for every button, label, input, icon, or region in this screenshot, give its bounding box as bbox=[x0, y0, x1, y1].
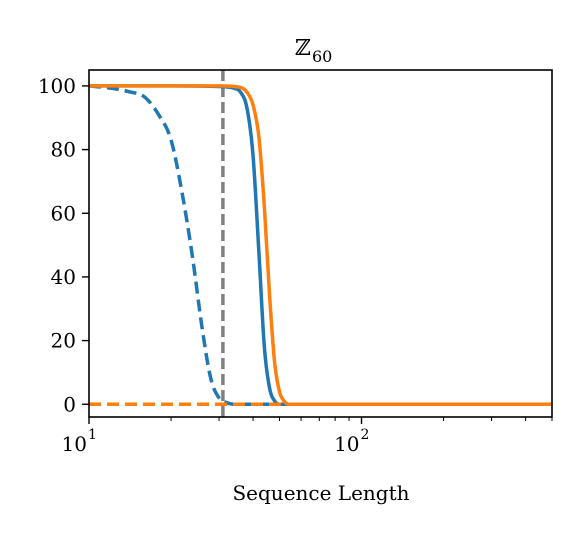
x-tick-label: 10 1 bbox=[62, 427, 97, 456]
chart-title: ℤ bbox=[295, 36, 311, 61]
y-tick-label: 0 bbox=[63, 392, 76, 416]
y-tick-label: 80 bbox=[51, 138, 76, 162]
x-tick-label: 10 2 bbox=[334, 427, 369, 456]
plot-area bbox=[89, 70, 552, 417]
x-axis-title: Sequence Length bbox=[232, 481, 409, 505]
y-tick-label: 100 bbox=[38, 74, 76, 98]
svg-text:10: 10 bbox=[62, 432, 87, 456]
svg-text:10: 10 bbox=[334, 432, 359, 456]
y-tick-label: 60 bbox=[51, 201, 76, 225]
svg-text:2: 2 bbox=[361, 427, 370, 443]
y-tick-label: 20 bbox=[51, 329, 76, 353]
y-tick-label: 40 bbox=[51, 265, 76, 289]
series-line-3 bbox=[89, 84, 552, 407]
chart-title-subscript: 60 bbox=[312, 47, 332, 66]
svg-text:1: 1 bbox=[88, 427, 97, 443]
plot-frame bbox=[88, 69, 553, 418]
